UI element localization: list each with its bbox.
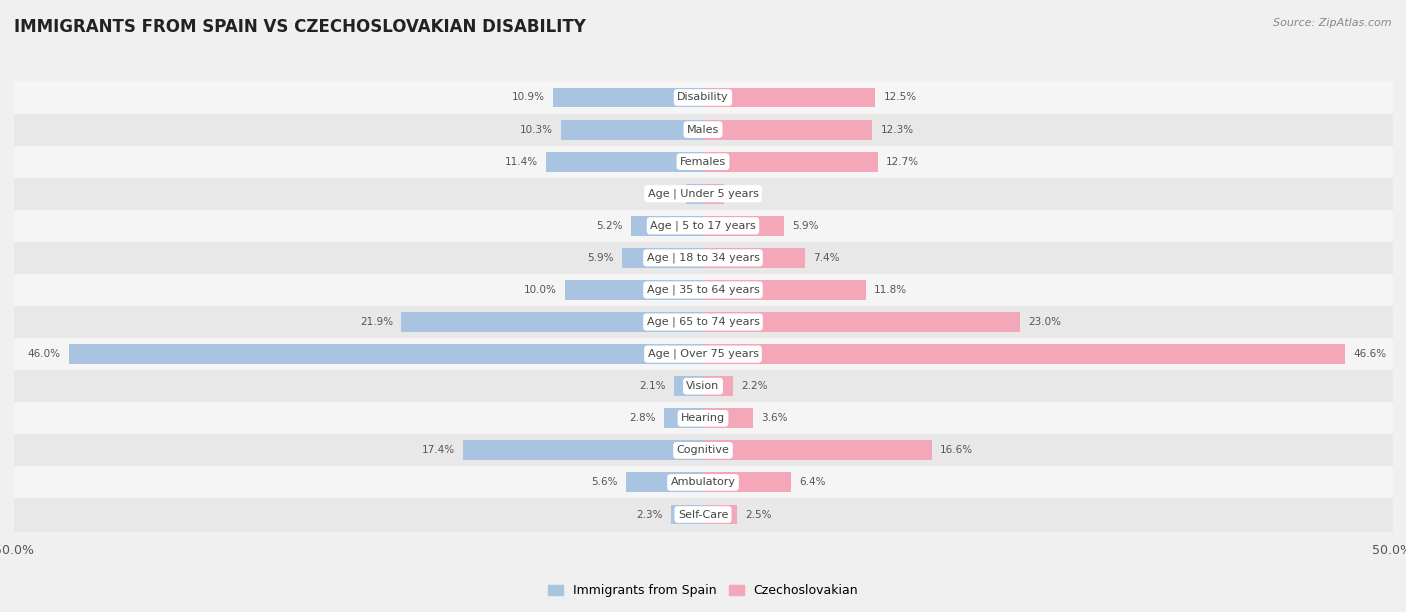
Bar bbox=[565, 280, 703, 300]
Bar bbox=[703, 376, 734, 396]
Text: Age | Over 75 years: Age | Over 75 years bbox=[648, 349, 758, 359]
Text: Age | 35 to 64 years: Age | 35 to 64 years bbox=[647, 285, 759, 295]
Text: 6.4%: 6.4% bbox=[800, 477, 825, 487]
Bar bbox=[665, 408, 703, 428]
Text: 17.4%: 17.4% bbox=[422, 446, 456, 455]
Text: Age | 18 to 34 years: Age | 18 to 34 years bbox=[647, 253, 759, 263]
Text: 2.2%: 2.2% bbox=[741, 381, 768, 391]
Text: 12.7%: 12.7% bbox=[886, 157, 920, 166]
Text: 7.4%: 7.4% bbox=[813, 253, 839, 263]
Text: 1.5%: 1.5% bbox=[733, 188, 758, 199]
Text: 1.2%: 1.2% bbox=[652, 188, 678, 199]
Text: 10.9%: 10.9% bbox=[512, 92, 544, 102]
Text: 10.0%: 10.0% bbox=[524, 285, 557, 295]
Bar bbox=[703, 119, 873, 140]
Text: Males: Males bbox=[688, 125, 718, 135]
Text: 10.3%: 10.3% bbox=[520, 125, 553, 135]
Bar bbox=[621, 248, 703, 268]
Bar bbox=[69, 344, 703, 364]
Text: Disability: Disability bbox=[678, 92, 728, 102]
Bar bbox=[703, 248, 806, 268]
Text: Cognitive: Cognitive bbox=[676, 446, 730, 455]
Bar bbox=[561, 119, 703, 140]
Text: Hearing: Hearing bbox=[681, 413, 725, 424]
Bar bbox=[546, 152, 703, 171]
Text: Females: Females bbox=[681, 157, 725, 166]
Bar bbox=[703, 504, 738, 524]
Bar bbox=[631, 216, 703, 236]
Bar bbox=[703, 312, 1019, 332]
Bar bbox=[703, 88, 875, 108]
Text: 16.6%: 16.6% bbox=[941, 446, 973, 455]
Bar bbox=[703, 344, 1346, 364]
Text: 23.0%: 23.0% bbox=[1028, 317, 1062, 327]
Bar bbox=[703, 184, 724, 204]
Text: 2.5%: 2.5% bbox=[745, 510, 772, 520]
Text: Source: ZipAtlas.com: Source: ZipAtlas.com bbox=[1274, 18, 1392, 28]
Bar bbox=[686, 184, 703, 204]
Text: 46.6%: 46.6% bbox=[1354, 349, 1386, 359]
Text: Age | 5 to 17 years: Age | 5 to 17 years bbox=[650, 220, 756, 231]
Bar bbox=[703, 441, 932, 460]
Text: 3.6%: 3.6% bbox=[761, 413, 787, 424]
Text: Ambulatory: Ambulatory bbox=[671, 477, 735, 487]
Text: 12.3%: 12.3% bbox=[880, 125, 914, 135]
Bar bbox=[553, 88, 703, 108]
Bar bbox=[463, 441, 703, 460]
Text: IMMIGRANTS FROM SPAIN VS CZECHOSLOVAKIAN DISABILITY: IMMIGRANTS FROM SPAIN VS CZECHOSLOVAKIAN… bbox=[14, 18, 586, 36]
Text: 2.1%: 2.1% bbox=[640, 381, 666, 391]
Bar bbox=[703, 472, 792, 493]
Text: Vision: Vision bbox=[686, 381, 720, 391]
Text: 5.6%: 5.6% bbox=[591, 477, 617, 487]
Bar bbox=[401, 312, 703, 332]
Text: 5.2%: 5.2% bbox=[596, 221, 623, 231]
Text: 5.9%: 5.9% bbox=[586, 253, 613, 263]
Bar bbox=[671, 504, 703, 524]
Text: Age | Under 5 years: Age | Under 5 years bbox=[648, 188, 758, 199]
Bar bbox=[673, 376, 703, 396]
Text: Age | 65 to 74 years: Age | 65 to 74 years bbox=[647, 317, 759, 327]
Legend: Immigrants from Spain, Czechoslovakian: Immigrants from Spain, Czechoslovakian bbox=[543, 579, 863, 602]
Text: 2.3%: 2.3% bbox=[637, 510, 664, 520]
Bar bbox=[703, 408, 752, 428]
Text: 11.4%: 11.4% bbox=[505, 157, 537, 166]
Bar bbox=[703, 280, 866, 300]
Text: Self-Care: Self-Care bbox=[678, 510, 728, 520]
Bar bbox=[703, 152, 877, 171]
Text: 46.0%: 46.0% bbox=[28, 349, 60, 359]
Bar bbox=[703, 216, 785, 236]
Text: 11.8%: 11.8% bbox=[875, 285, 907, 295]
Text: 5.9%: 5.9% bbox=[793, 221, 820, 231]
Bar bbox=[626, 472, 703, 493]
Text: 12.5%: 12.5% bbox=[883, 92, 917, 102]
Text: 2.8%: 2.8% bbox=[630, 413, 657, 424]
Text: 21.9%: 21.9% bbox=[360, 317, 392, 327]
